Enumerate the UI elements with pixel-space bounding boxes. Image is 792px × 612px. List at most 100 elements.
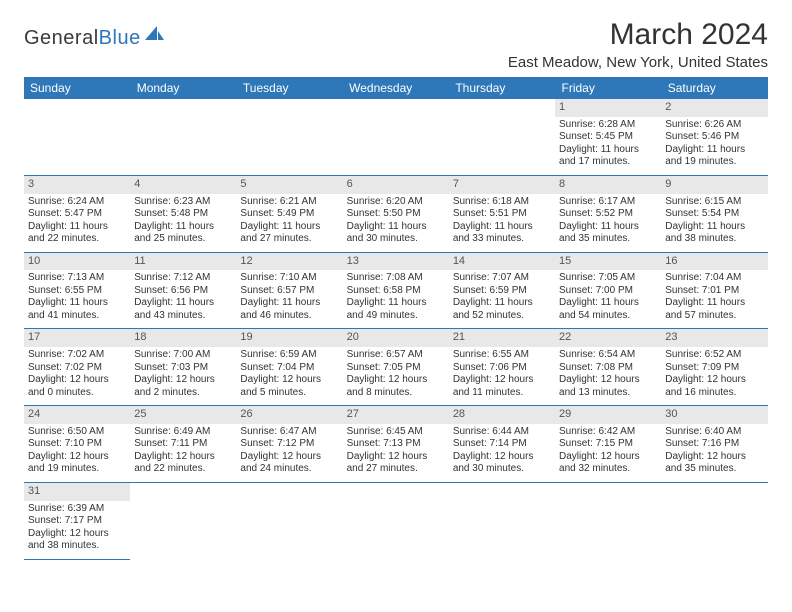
day-line-d1: Daylight: 11 hours bbox=[134, 297, 232, 310]
calendar-day: 11Sunrise: 7:12 AMSunset: 6:56 PMDayligh… bbox=[130, 252, 236, 329]
calendar-table: SundayMondayTuesdayWednesdayThursdayFrid… bbox=[24, 77, 768, 560]
day-line-d2: and 38 minutes. bbox=[28, 540, 126, 553]
day-line-d1: Daylight: 11 hours bbox=[347, 297, 445, 310]
calendar-day bbox=[343, 482, 449, 559]
day-line-d1: Daylight: 11 hours bbox=[28, 297, 126, 310]
day-line-ss: Sunset: 6:55 PM bbox=[28, 285, 126, 298]
day-line-sr: Sunrise: 6:24 AM bbox=[28, 196, 126, 209]
day-line-sr: Sunrise: 6:47 AM bbox=[240, 426, 338, 439]
day-line-sr: Sunrise: 6:57 AM bbox=[347, 349, 445, 362]
day-line-d2: and 57 minutes. bbox=[665, 310, 763, 323]
calendar-day bbox=[555, 482, 661, 559]
calendar-day: 17Sunrise: 7:02 AMSunset: 7:02 PMDayligh… bbox=[24, 329, 130, 406]
day-number: 13 bbox=[343, 253, 449, 271]
day-line-d2: and 16 minutes. bbox=[665, 387, 763, 400]
calendar-day: 5Sunrise: 6:21 AMSunset: 5:49 PMDaylight… bbox=[236, 175, 342, 252]
day-line-ss: Sunset: 7:02 PM bbox=[28, 362, 126, 375]
day-line-d1: Daylight: 12 hours bbox=[347, 451, 445, 464]
day-line-d1: Daylight: 12 hours bbox=[453, 451, 551, 464]
day-line-d2: and 19 minutes. bbox=[28, 463, 126, 476]
calendar-day: 18Sunrise: 7:00 AMSunset: 7:03 PMDayligh… bbox=[130, 329, 236, 406]
day-line-sr: Sunrise: 6:28 AM bbox=[559, 119, 657, 132]
calendar-day bbox=[449, 99, 555, 175]
day-number: 28 bbox=[449, 406, 555, 424]
day-line-d2: and 32 minutes. bbox=[559, 463, 657, 476]
brand-logo: GeneralBlue bbox=[24, 24, 165, 53]
day-line-d2: and 38 minutes. bbox=[665, 233, 763, 246]
calendar-week: 1Sunrise: 6:28 AMSunset: 5:45 PMDaylight… bbox=[24, 99, 768, 175]
weekday-header: Sunday bbox=[24, 77, 130, 99]
weekday-header: Tuesday bbox=[236, 77, 342, 99]
calendar-day bbox=[130, 99, 236, 175]
calendar-day: 7Sunrise: 6:18 AMSunset: 5:51 PMDaylight… bbox=[449, 175, 555, 252]
day-line-sr: Sunrise: 6:59 AM bbox=[240, 349, 338, 362]
day-line-d2: and 17 minutes. bbox=[559, 156, 657, 169]
calendar-day: 19Sunrise: 6:59 AMSunset: 7:04 PMDayligh… bbox=[236, 329, 342, 406]
calendar-week: 31Sunrise: 6:39 AMSunset: 7:17 PMDayligh… bbox=[24, 482, 768, 559]
day-line-d2: and 13 minutes. bbox=[559, 387, 657, 400]
day-line-d1: Daylight: 12 hours bbox=[28, 451, 126, 464]
day-number: 9 bbox=[661, 176, 767, 194]
day-number: 3 bbox=[24, 176, 130, 194]
day-line-sr: Sunrise: 6:21 AM bbox=[240, 196, 338, 209]
day-line-d2: and 35 minutes. bbox=[559, 233, 657, 246]
day-line-d2: and 35 minutes. bbox=[665, 463, 763, 476]
day-line-ss: Sunset: 7:15 PM bbox=[559, 438, 657, 451]
day-line-d1: Daylight: 12 hours bbox=[240, 451, 338, 464]
day-line-d1: Daylight: 12 hours bbox=[559, 374, 657, 387]
day-line-ss: Sunset: 5:49 PM bbox=[240, 208, 338, 221]
day-line-d1: Daylight: 12 hours bbox=[665, 374, 763, 387]
calendar-day: 26Sunrise: 6:47 AMSunset: 7:12 PMDayligh… bbox=[236, 406, 342, 483]
day-line-ss: Sunset: 5:51 PM bbox=[453, 208, 551, 221]
day-line-sr: Sunrise: 6:42 AM bbox=[559, 426, 657, 439]
day-line-ss: Sunset: 7:04 PM bbox=[240, 362, 338, 375]
day-line-sr: Sunrise: 6:18 AM bbox=[453, 196, 551, 209]
day-line-d2: and 5 minutes. bbox=[240, 387, 338, 400]
day-number: 2 bbox=[661, 99, 767, 117]
header: GeneralBlue March 2024 East Meadow, New … bbox=[24, 18, 768, 71]
day-line-d2: and 41 minutes. bbox=[28, 310, 126, 323]
day-line-sr: Sunrise: 7:02 AM bbox=[28, 349, 126, 362]
day-line-sr: Sunrise: 7:10 AM bbox=[240, 272, 338, 285]
calendar-day: 22Sunrise: 6:54 AMSunset: 7:08 PMDayligh… bbox=[555, 329, 661, 406]
day-line-ss: Sunset: 7:11 PM bbox=[134, 438, 232, 451]
calendar-day: 29Sunrise: 6:42 AMSunset: 7:15 PMDayligh… bbox=[555, 406, 661, 483]
day-line-ss: Sunset: 7:09 PM bbox=[665, 362, 763, 375]
weekday-header: Wednesday bbox=[343, 77, 449, 99]
calendar-day bbox=[343, 99, 449, 175]
calendar-day: 6Sunrise: 6:20 AMSunset: 5:50 PMDaylight… bbox=[343, 175, 449, 252]
day-line-d1: Daylight: 11 hours bbox=[453, 221, 551, 234]
day-line-d1: Daylight: 11 hours bbox=[240, 221, 338, 234]
day-line-ss: Sunset: 7:10 PM bbox=[28, 438, 126, 451]
day-number: 29 bbox=[555, 406, 661, 424]
day-number: 31 bbox=[24, 483, 130, 501]
day-line-d1: Daylight: 12 hours bbox=[134, 451, 232, 464]
day-number: 17 bbox=[24, 329, 130, 347]
calendar-day bbox=[130, 482, 236, 559]
brand-text: GeneralBlue bbox=[24, 27, 141, 50]
day-line-d1: Daylight: 12 hours bbox=[240, 374, 338, 387]
day-line-d1: Daylight: 12 hours bbox=[347, 374, 445, 387]
day-number: 4 bbox=[130, 176, 236, 194]
calendar-body: 1Sunrise: 6:28 AMSunset: 5:45 PMDaylight… bbox=[24, 99, 768, 559]
day-number: 8 bbox=[555, 176, 661, 194]
day-line-d2: and 49 minutes. bbox=[347, 310, 445, 323]
calendar-week: 10Sunrise: 7:13 AMSunset: 6:55 PMDayligh… bbox=[24, 252, 768, 329]
day-line-sr: Sunrise: 6:23 AM bbox=[134, 196, 232, 209]
day-line-ss: Sunset: 7:17 PM bbox=[28, 515, 126, 528]
day-line-sr: Sunrise: 6:39 AM bbox=[28, 503, 126, 516]
day-line-sr: Sunrise: 7:05 AM bbox=[559, 272, 657, 285]
location: East Meadow, New York, United States bbox=[508, 54, 768, 71]
day-line-ss: Sunset: 5:45 PM bbox=[559, 131, 657, 144]
title-block: March 2024 East Meadow, New York, United… bbox=[508, 18, 768, 71]
day-line-sr: Sunrise: 7:13 AM bbox=[28, 272, 126, 285]
day-number: 6 bbox=[343, 176, 449, 194]
calendar-day: 28Sunrise: 6:44 AMSunset: 7:14 PMDayligh… bbox=[449, 406, 555, 483]
calendar-day bbox=[236, 99, 342, 175]
day-line-d2: and 2 minutes. bbox=[134, 387, 232, 400]
day-line-d2: and 27 minutes. bbox=[347, 463, 445, 476]
calendar-day: 3Sunrise: 6:24 AMSunset: 5:47 PMDaylight… bbox=[24, 175, 130, 252]
day-line-d1: Daylight: 11 hours bbox=[453, 297, 551, 310]
month-title: March 2024 bbox=[508, 18, 768, 52]
day-line-d2: and 46 minutes. bbox=[240, 310, 338, 323]
